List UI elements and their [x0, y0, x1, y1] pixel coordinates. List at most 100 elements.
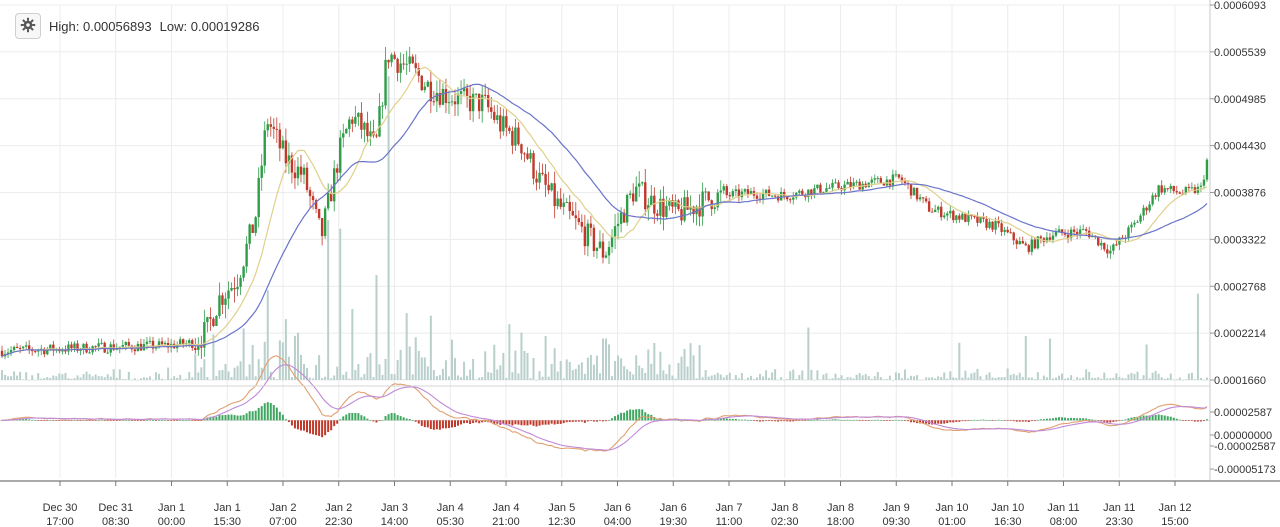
macd-histogram-bar [641, 409, 644, 421]
volume-bar [891, 379, 894, 381]
volume-bar [121, 379, 124, 380]
macd-histogram-bar [949, 420, 952, 423]
macd-histogram-bar [1139, 416, 1142, 421]
macd-histogram-bar [562, 420, 565, 424]
volume-bar [1030, 377, 1033, 380]
macd-histogram-bar [592, 420, 595, 422]
macd-histogram-bar [967, 420, 970, 421]
volume-bar [913, 376, 916, 380]
macd-histogram-bar [472, 420, 475, 424]
candle [73, 343, 76, 349]
volume-bar [91, 376, 94, 380]
candle [1160, 185, 1163, 193]
macd-histogram-bar [1175, 418, 1178, 421]
macd-tick-label: 0.00002587 [1214, 407, 1272, 419]
macd-histogram-bar [155, 420, 158, 421]
macd-histogram-bar [713, 420, 716, 421]
macd-histogram-bar [1067, 418, 1070, 421]
macd-histogram-bar [408, 419, 411, 421]
time-tick-time: 14:00 [381, 516, 409, 527]
volume-bar [1166, 378, 1169, 380]
volume-bar [719, 374, 722, 380]
volume-bar [127, 371, 130, 380]
volume-bar [861, 375, 864, 380]
candle [1021, 241, 1024, 244]
macd-histogram-bar [568, 420, 571, 423]
volume-bar [293, 335, 296, 380]
candle [915, 187, 919, 200]
macd-histogram-bar [76, 420, 79, 421]
macd-histogram-bar [577, 420, 580, 422]
volume-bar [976, 368, 979, 380]
volume-bar [508, 324, 511, 380]
macd-histogram-bar [290, 420, 293, 426]
time-tick-date: Jan 1 [214, 502, 241, 514]
candle [746, 189, 750, 194]
macd-histogram-bar [825, 419, 828, 421]
macd-histogram-bar [82, 420, 85, 421]
macd-histogram-bar [1136, 416, 1139, 421]
time-tick-time: 16:30 [994, 516, 1022, 527]
macd-histogram-bar [780, 420, 783, 422]
candle [846, 181, 849, 185]
volume-bar [565, 359, 568, 380]
candle [490, 107, 493, 112]
candle [0, 350, 4, 357]
candle [320, 218, 324, 237]
volume-bar [263, 341, 266, 380]
macd-histogram-bar [454, 420, 456, 428]
volume-bar [1115, 373, 1118, 380]
volume-bar [867, 376, 870, 380]
time-tick-time: 18:00 [827, 516, 855, 527]
candle [178, 339, 182, 345]
candle [1009, 232, 1012, 234]
volume-bar [559, 360, 562, 380]
volume-bar [792, 369, 795, 380]
candle [1012, 232, 1015, 241]
candle [644, 182, 647, 210]
volume-bar [136, 379, 139, 381]
candle [366, 122, 369, 137]
time-tick-date: Jan 2 [270, 502, 297, 514]
volume-bar [40, 378, 43, 380]
macd-histogram-bar [505, 420, 508, 425]
candle [441, 88, 445, 105]
candle [15, 346, 19, 348]
candle [761, 193, 765, 200]
volume-bar [991, 377, 994, 380]
volume-bar [638, 365, 641, 380]
candle [1139, 215, 1142, 222]
macd-histogram-bar [1160, 415, 1163, 421]
macd-histogram-bar [725, 418, 728, 421]
high-value: 0.00056893 [82, 18, 152, 34]
time-tick-time: 23:30 [1105, 516, 1133, 527]
volume-bar [907, 378, 909, 380]
macd-histogram-bar [1070, 417, 1073, 421]
macd-histogram-bar [997, 419, 1000, 421]
macd-histogram-bar [756, 420, 758, 422]
candle [556, 198, 559, 207]
candle [345, 129, 348, 134]
macd-histogram-bar [148, 419, 151, 421]
candle [317, 208, 321, 219]
candle [526, 153, 529, 159]
volume-bar [1130, 372, 1133, 380]
candle [653, 195, 656, 214]
candle [843, 184, 846, 191]
macd-histogram-bar [1091, 419, 1094, 421]
settings-button[interactable] [15, 13, 41, 39]
time-tick-date: Dec 31 [98, 502, 133, 514]
candle [287, 155, 291, 164]
time-tick-time: 15:30 [213, 516, 241, 527]
volume-bar [248, 364, 251, 380]
candle [770, 195, 774, 197]
volume-bar [405, 313, 408, 380]
candle [686, 197, 689, 210]
candle [650, 195, 653, 206]
macd-histogram-bar [885, 420, 888, 421]
price-tick-label: 0.0001660 [1214, 375, 1266, 387]
volume-bar [390, 373, 393, 380]
candle [24, 345, 28, 347]
volume-bar [212, 334, 215, 380]
